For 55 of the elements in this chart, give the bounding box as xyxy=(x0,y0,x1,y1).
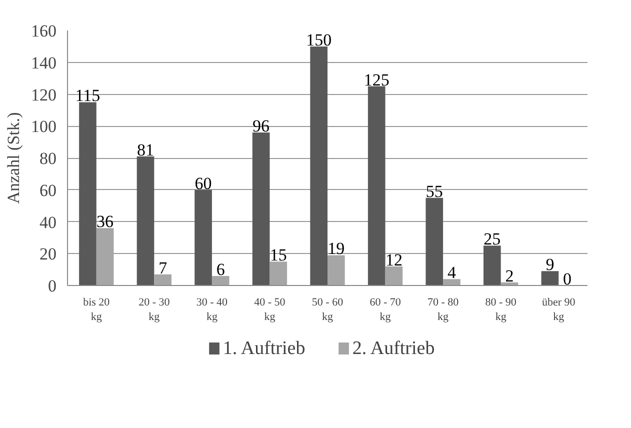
y-tick-label: 20 xyxy=(40,244,56,264)
y-tick-label: 120 xyxy=(31,85,56,104)
y-tick-label: 160 xyxy=(31,22,56,40)
data-label: 4 xyxy=(447,263,456,282)
bar xyxy=(212,276,230,286)
data-label: 36 xyxy=(96,212,114,232)
data-label: 0 xyxy=(563,270,572,288)
x-tick-label: bis 20 kg xyxy=(83,296,110,323)
data-label: 150 xyxy=(306,30,332,50)
data-label: 2 xyxy=(505,266,514,286)
data-label: 9 xyxy=(546,255,554,274)
data-label: 15 xyxy=(270,246,287,265)
data-label: 19 xyxy=(328,239,345,258)
y-tick-label: 0 xyxy=(48,276,56,296)
bar xyxy=(194,190,212,286)
x-tick-label: 50 - 60 kg xyxy=(312,296,344,323)
bar xyxy=(79,102,96,286)
y-tick-label: 80 xyxy=(40,149,56,168)
legend-label: 2. Auftrieb xyxy=(352,338,435,359)
bar xyxy=(368,86,386,286)
y-tick-label: 140 xyxy=(31,53,56,72)
data-label: 96 xyxy=(252,116,270,136)
data-label: 6 xyxy=(216,260,225,279)
x-tick-label: 40 - 50 kg xyxy=(254,296,286,323)
y-tick-label: 60 xyxy=(40,180,56,200)
bar xyxy=(328,255,345,286)
data-label: 55 xyxy=(426,182,443,201)
x-tick-label: 60 - 70 kg xyxy=(370,296,402,323)
bar xyxy=(310,46,328,286)
data-label: 115 xyxy=(75,86,100,106)
bar xyxy=(426,198,444,286)
bar xyxy=(541,271,559,286)
data-label: 81 xyxy=(137,140,154,160)
bar xyxy=(270,262,288,286)
data-label: 12 xyxy=(385,250,402,270)
data-label: 125 xyxy=(364,70,390,90)
bar xyxy=(136,156,154,286)
data-label: 7 xyxy=(158,258,168,278)
legend-label: 1. Auftrieb xyxy=(222,338,306,359)
bar xyxy=(252,132,270,286)
x-tick-label: 30 - 40 kg xyxy=(196,296,228,323)
y-tick-label: 40 xyxy=(40,212,56,232)
x-tick-label: 20 - 30 kg xyxy=(138,296,170,323)
bar xyxy=(484,246,501,286)
data-label: 25 xyxy=(484,230,501,249)
y-tick-label: 100 xyxy=(31,117,56,136)
bar xyxy=(443,279,460,286)
x-tick-label: 80 - 90 kg xyxy=(485,296,517,323)
x-tick-label: 70 - 80 kg xyxy=(427,296,460,323)
x-tick-label: über 90 kg xyxy=(542,296,576,323)
bar xyxy=(96,228,114,286)
data-label: 60 xyxy=(194,174,212,193)
bar xyxy=(154,274,172,286)
y-axis-title: Anzahl (Stk.) xyxy=(4,112,23,204)
bar xyxy=(385,266,403,286)
